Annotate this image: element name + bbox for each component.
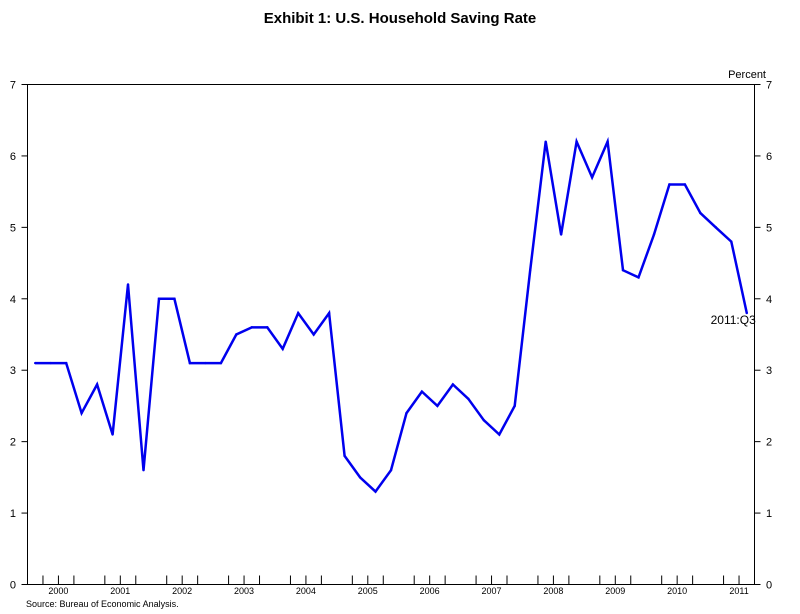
data-point: [281, 347, 284, 350]
data-point: [343, 454, 346, 458]
data-point: [389, 469, 393, 472]
data-point: [529, 269, 532, 272]
data-point: [513, 404, 516, 408]
data-point: [405, 411, 408, 415]
data-point: [544, 140, 547, 143]
data-point: [111, 433, 114, 436]
data-point: [730, 240, 733, 243]
y-tick-label-left: 1: [10, 508, 16, 520]
y-tick-label-right: 0: [766, 580, 772, 592]
data-point: [358, 476, 362, 479]
data-point: [126, 283, 130, 286]
plot-frame: [27, 84, 755, 585]
x-axis: 2000 2001 2002 2003 2004 2005 2006 2007 2008 2009…: [42, 575, 749, 596]
data-point: [420, 390, 424, 393]
data-point: [95, 383, 99, 386]
data-point: [668, 183, 671, 186]
y-tick-label-right: 4: [766, 294, 772, 306]
x-tick-label: 2003: [234, 586, 254, 596]
data-point: [652, 233, 656, 236]
source-note: Source: Bureau of Economic Analysis.: [26, 599, 179, 609]
y-axis-left: 0 1 2 3 4 5 6 7: [10, 80, 28, 592]
y-axis-label: Percent: [728, 69, 766, 81]
data-points: [34, 140, 748, 493]
data-point: [467, 397, 470, 400]
x-tick-label: 2008: [543, 586, 563, 596]
x-tick-label: 2007: [482, 586, 502, 596]
data-point: [219, 361, 223, 365]
y-tick-label-left: 4: [10, 294, 16, 306]
saving-rate-line: [35, 136, 749, 494]
y-tick-label-left: 2: [10, 437, 16, 449]
data-point: [745, 311, 748, 315]
data-point: [714, 226, 718, 229]
data-point: [559, 233, 563, 236]
y-tick-label-right: 1: [766, 508, 772, 520]
x-tick-label: 2005: [358, 586, 378, 596]
y-tick-label-right: 3: [766, 365, 772, 377]
y-tick-label-left: 5: [10, 222, 16, 234]
data-point: [482, 419, 486, 422]
y-tick-label-left: 7: [10, 80, 16, 92]
x-tick-label: 2009: [605, 586, 625, 596]
x-tick-label: 2006: [420, 586, 440, 596]
x-tick-label: 2010: [667, 586, 687, 596]
data-point: [699, 211, 702, 215]
data-point: [34, 361, 37, 365]
data-point: [451, 383, 455, 386]
last-point-annotation: 2011:Q3: [711, 313, 756, 327]
data-point: [374, 490, 377, 493]
data-point: [621, 269, 625, 272]
y-tick-label-right: 6: [766, 151, 772, 163]
data-point: [590, 176, 594, 179]
data-point: [606, 140, 609, 143]
data-point: [498, 433, 501, 436]
data-point: [327, 311, 331, 315]
y-tick-label-right: 5: [766, 222, 772, 234]
y-tick-label-left: 3: [10, 365, 16, 377]
x-tick-label: 2011: [729, 586, 748, 596]
data-point: [157, 297, 161, 300]
y-tick-label-left: 0: [10, 580, 16, 592]
y-tick-label-left: 6: [10, 151, 16, 163]
data-point: [173, 297, 176, 300]
data-point: [637, 276, 640, 279]
data-point: [64, 361, 68, 365]
data-point: [312, 333, 315, 336]
x-tick-label: 2004: [296, 586, 316, 596]
y-axis-right: 0 1 2 3 4 5 6 7: [754, 80, 772, 592]
data-point: [296, 311, 300, 315]
data-point: [575, 140, 578, 143]
data-point: [204, 361, 207, 365]
x-tick-label: 2000: [48, 586, 68, 596]
data-point: [80, 411, 83, 415]
y-tick-label-right: 2: [766, 437, 772, 449]
data-point: [250, 326, 253, 329]
data-point: [436, 404, 439, 408]
data-point: [235, 333, 238, 336]
x-tick-label: 2002: [172, 586, 192, 596]
data-point: [49, 361, 52, 365]
data-point: [142, 469, 145, 472]
data-point: [266, 326, 269, 329]
x-tick-label: 2001: [110, 586, 130, 596]
data-point: [683, 183, 687, 186]
data-point: [188, 361, 192, 365]
chart-title: Exhibit 1: U.S. Household Saving Rate: [263, 10, 537, 27]
y-tick-label-right: 7: [766, 80, 772, 92]
